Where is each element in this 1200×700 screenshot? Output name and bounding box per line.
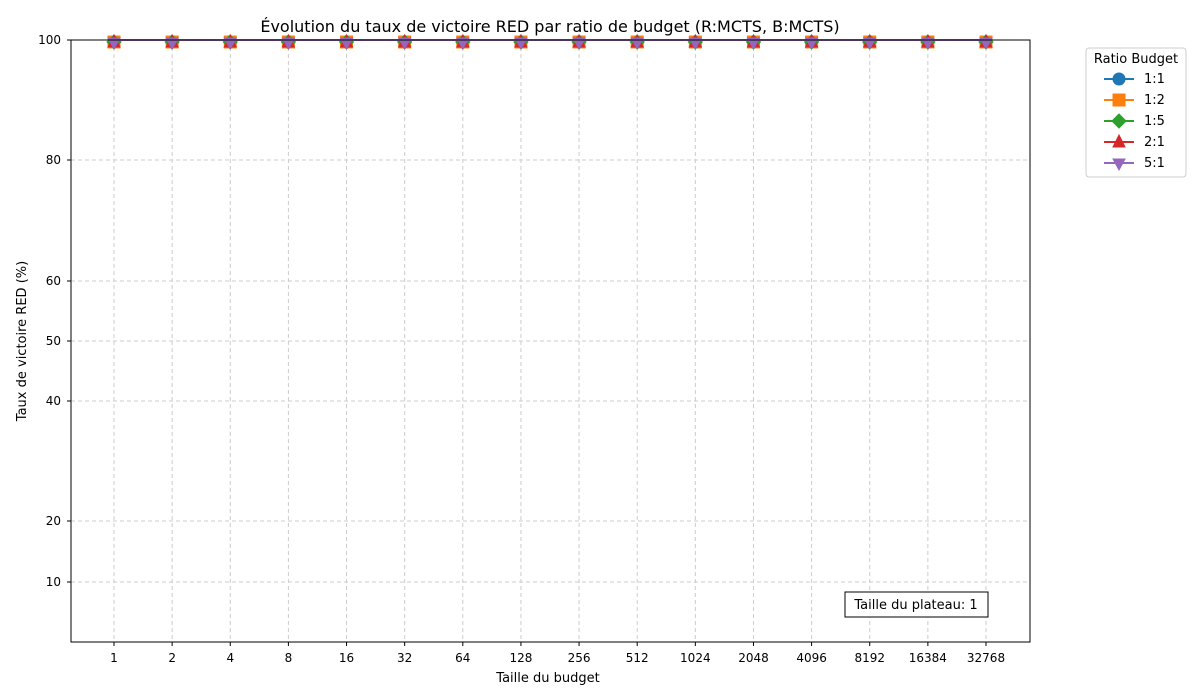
grid-lines (71, 39, 1030, 642)
board-size-annotation: Taille du plateau: 1 (844, 591, 989, 618)
legend-title: Ratio Budget (1094, 52, 1178, 67)
x-tick-label: 2 (168, 651, 176, 665)
data-point (165, 37, 179, 51)
legend-marker (1112, 93, 1126, 107)
legend-label: 1:1 (1144, 72, 1165, 87)
data-point (979, 37, 993, 51)
legend-item: 2:1 (1104, 133, 1165, 150)
x-tick-label: 256 (568, 651, 591, 665)
x-tick-label: 128 (509, 651, 532, 665)
legend-item: 1:2 (1104, 93, 1165, 108)
x-tick-label: 4 (226, 651, 234, 665)
data-point (921, 37, 935, 51)
data-point (630, 37, 645, 51)
x-tick-label: 16384 (909, 651, 947, 665)
x-tick-label: 4096 (796, 651, 827, 665)
x-axis-title: Taille du budget (495, 671, 599, 686)
legend-item: 5:1 (1104, 156, 1165, 172)
x-tick-label: 1 (110, 651, 118, 665)
legend-marker (1111, 113, 1127, 129)
data-point (862, 37, 877, 51)
x-tick-label: 1024 (680, 651, 711, 665)
x-tick-label: 8192 (854, 651, 885, 665)
series-1-5 (106, 34, 994, 50)
y-tick-label: 60 (46, 274, 61, 288)
legend-item: 1:1 (1104, 72, 1165, 87)
data-point (455, 37, 470, 51)
y-tick-label: 50 (46, 334, 61, 348)
data-point (107, 37, 121, 51)
y-axis-ticks: 10 20 40 50 60 80 100 (38, 33, 71, 589)
x-axis-ticks: 1 2 4 8 16 32 64 128 256 512 1024 2048 4096 8192 16384… (110, 642, 1005, 665)
y-tick-label: 80 (46, 153, 61, 167)
series-group (106, 33, 994, 51)
legend-label: 2:1 (1144, 135, 1165, 150)
legend-label: 1:2 (1144, 93, 1165, 108)
y-tick-label: 10 (46, 575, 61, 589)
legend-item: 1:5 (1104, 113, 1165, 129)
data-point (514, 37, 528, 51)
x-tick-label: 64 (455, 651, 470, 665)
legend-box (1085, 47, 1187, 178)
y-tick-label: 40 (46, 394, 61, 408)
y-tick-label: 100 (38, 33, 61, 47)
x-tick-label: 16 (339, 651, 354, 665)
legend-marker (1112, 133, 1126, 148)
legend-marker (1112, 72, 1126, 86)
x-tick-label: 32 (397, 651, 412, 665)
legend-label: 5:1 (1144, 156, 1165, 171)
plot-frame (70, 39, 1031, 643)
x-tick-label: 8 (285, 651, 293, 665)
data-point (746, 37, 761, 51)
x-tick-label: 512 (626, 651, 649, 665)
data-point (688, 37, 703, 51)
annotation-text: Taille du plateau: 1 (853, 598, 977, 613)
data-point (281, 37, 296, 51)
y-axis-title: Taux de victoire RED (%) (15, 261, 30, 422)
data-point (572, 37, 586, 51)
x-tick-label: 32768 (967, 651, 1005, 665)
series-1-2 (107, 35, 993, 49)
data-point (397, 37, 412, 51)
data-point (804, 37, 819, 51)
legend: Ratio Budget 1:1 1:2 1:5 2:1 5:1 (1085, 47, 1187, 178)
legend-marker (1112, 158, 1126, 172)
x-tick-label: 2048 (738, 651, 769, 665)
legend-label: 1:5 (1144, 114, 1165, 129)
annotation-box (844, 591, 989, 618)
data-point (223, 37, 238, 51)
series-1-1 (107, 35, 993, 49)
data-point (339, 37, 354, 51)
chart-title: Évolution du taux de victoire RED par ra… (260, 17, 839, 36)
y-tick-label: 20 (46, 514, 61, 528)
legend-items: 1:1 1:2 1:5 2:1 5:1 (1104, 72, 1165, 172)
